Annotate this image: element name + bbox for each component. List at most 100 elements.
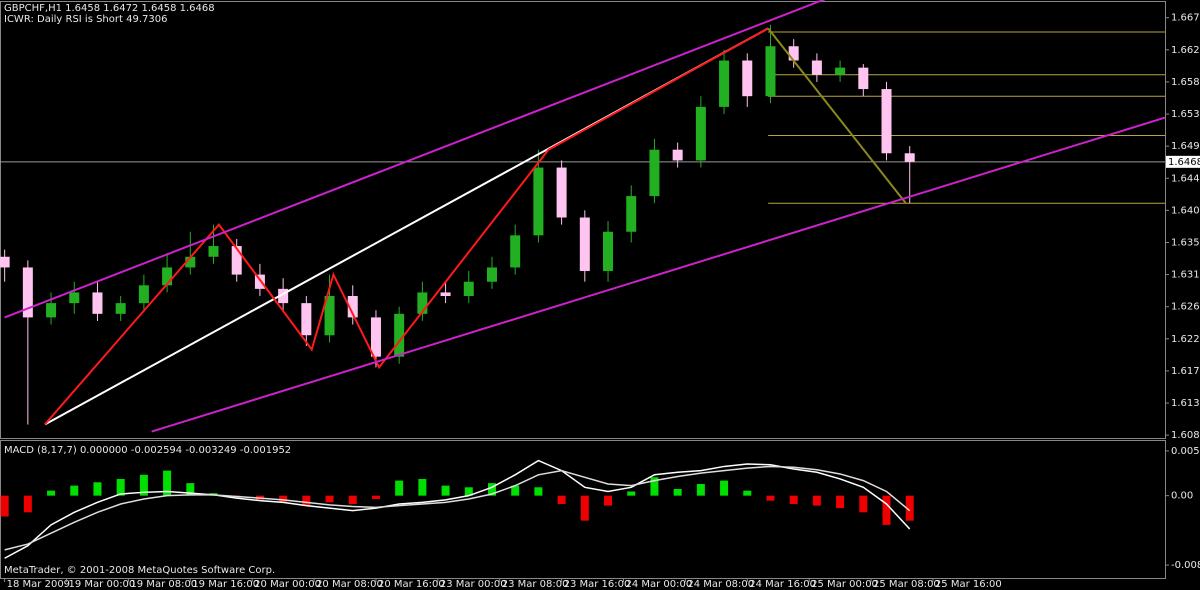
x-tick-label: 23 Mar 00:00 bbox=[440, 579, 507, 590]
candle-body bbox=[208, 246, 219, 257]
y-tick-label: 1.6625 bbox=[1171, 45, 1200, 56]
macd-bar bbox=[186, 483, 195, 496]
macd-line bbox=[4, 459, 911, 559]
macd-bar bbox=[580, 495, 589, 521]
y-tick-label: 1.6490 bbox=[1171, 141, 1200, 152]
y-tick-label: 1.6670 bbox=[1171, 13, 1200, 24]
candle-body bbox=[254, 274, 265, 289]
candle-body bbox=[394, 313, 405, 357]
candle-body bbox=[695, 106, 706, 161]
y-tick-label: 0.00 bbox=[1171, 491, 1193, 502]
candle-body bbox=[0, 256, 10, 268]
overlay-line bbox=[44, 27, 769, 426]
candle-body bbox=[370, 317, 381, 357]
candle-body bbox=[69, 292, 80, 304]
candle-body bbox=[486, 267, 497, 282]
overlay-line bbox=[4, 0, 826, 319]
macd-bar bbox=[441, 485, 450, 496]
candle-body bbox=[162, 267, 173, 286]
overlay-line bbox=[151, 116, 1166, 433]
candle-body bbox=[835, 67, 846, 75]
candle-body bbox=[811, 60, 822, 75]
candle-body bbox=[185, 256, 196, 268]
last-price-tag bbox=[1166, 155, 1200, 168]
macd-bar bbox=[418, 478, 427, 496]
macd-bar bbox=[673, 488, 682, 496]
last-price-label: 1.6468 bbox=[1168, 157, 1200, 168]
candle-body bbox=[788, 46, 799, 61]
macd-bar bbox=[882, 495, 891, 525]
candle-body bbox=[347, 295, 358, 318]
macd-bar bbox=[302, 495, 311, 506]
x-tick-label: 20 Mar 16:00 bbox=[378, 579, 445, 590]
y-tick-label: 1.6445 bbox=[1171, 173, 1200, 184]
candle-body bbox=[417, 292, 428, 314]
candle-body bbox=[301, 303, 312, 336]
candle-body bbox=[46, 303, 57, 318]
indicator-note: ICWR: Daily RSI is Short 49.7306 bbox=[4, 14, 167, 25]
macd-bar bbox=[812, 495, 821, 506]
macd-bar bbox=[163, 470, 172, 496]
macd-bar bbox=[139, 474, 148, 496]
macd-bar bbox=[511, 485, 520, 496]
x-tick-label: 18 Mar 2009 bbox=[7, 579, 70, 590]
x-tick-label: 19 Mar 16:00 bbox=[192, 579, 259, 590]
y-tick-label: 1.6085 bbox=[1171, 430, 1200, 441]
y-tick-label: 1.6400 bbox=[1171, 205, 1200, 216]
candle-body bbox=[626, 196, 637, 232]
candle-body bbox=[858, 67, 869, 90]
candle-body bbox=[556, 167, 567, 218]
candle-body bbox=[904, 153, 915, 162]
candle-body bbox=[742, 60, 753, 97]
candle-body bbox=[22, 267, 33, 318]
candle-body bbox=[649, 149, 660, 197]
y-tick-label: 1.6265 bbox=[1171, 302, 1200, 313]
y-tick-label: 1.6535 bbox=[1171, 109, 1200, 120]
candle-body bbox=[463, 281, 474, 296]
macd-bar bbox=[487, 483, 496, 496]
macd-line bbox=[4, 465, 911, 551]
x-tick-label: 24 Mar 00:00 bbox=[625, 579, 692, 590]
x-tick-label: 23 Mar 08:00 bbox=[502, 579, 569, 590]
x-tick-label: 20 Mar 08:00 bbox=[316, 579, 383, 590]
candle-body bbox=[672, 149, 683, 161]
macd-bar bbox=[766, 495, 775, 501]
x-tick-label: 19 Mar 00:00 bbox=[69, 579, 136, 590]
macd-bar bbox=[279, 495, 288, 503]
y-tick-label: 0.00536 bbox=[1171, 446, 1200, 457]
macd-bar bbox=[627, 491, 636, 496]
macd-bar bbox=[604, 495, 613, 506]
macd-bar bbox=[116, 478, 125, 496]
macd-bar bbox=[371, 495, 380, 499]
x-tick-label: 25 Mar 00:00 bbox=[811, 579, 878, 590]
candle-body bbox=[231, 246, 242, 275]
candle-body bbox=[440, 292, 451, 296]
macd-title: MACD (8,17,7) 0.000000 -0.002594 -0.0032… bbox=[4, 445, 291, 456]
macd-panel bbox=[0, 440, 1166, 579]
y-tick-label: 1.6130 bbox=[1171, 398, 1200, 409]
macd-bar bbox=[70, 485, 79, 496]
candle-body bbox=[278, 288, 289, 304]
candle-body bbox=[765, 46, 776, 97]
macd-bar bbox=[23, 495, 32, 513]
x-tick-label: 25 Mar 16:00 bbox=[935, 579, 1002, 590]
macd-bar bbox=[93, 482, 102, 496]
y-tick-label: 1.6580 bbox=[1171, 77, 1200, 88]
candle-body bbox=[579, 217, 590, 272]
y-tick-label: -0.00832 bbox=[1171, 560, 1200, 571]
price-panel bbox=[0, 1, 1166, 439]
x-tick-label: 19 Mar 08:00 bbox=[130, 579, 197, 590]
x-tick-label: 24 Mar 08:00 bbox=[687, 579, 754, 590]
macd-bar bbox=[836, 495, 845, 509]
y-tick-label: 1.6220 bbox=[1171, 334, 1200, 345]
candle-body bbox=[92, 292, 103, 314]
macd-bar bbox=[789, 495, 798, 504]
candle-body bbox=[719, 60, 730, 107]
candle-body bbox=[138, 285, 149, 304]
y-tick-label: 1.6355 bbox=[1171, 237, 1200, 248]
macd-bar bbox=[0, 495, 9, 517]
macd-bar bbox=[743, 490, 752, 496]
macd-bar bbox=[325, 495, 334, 503]
